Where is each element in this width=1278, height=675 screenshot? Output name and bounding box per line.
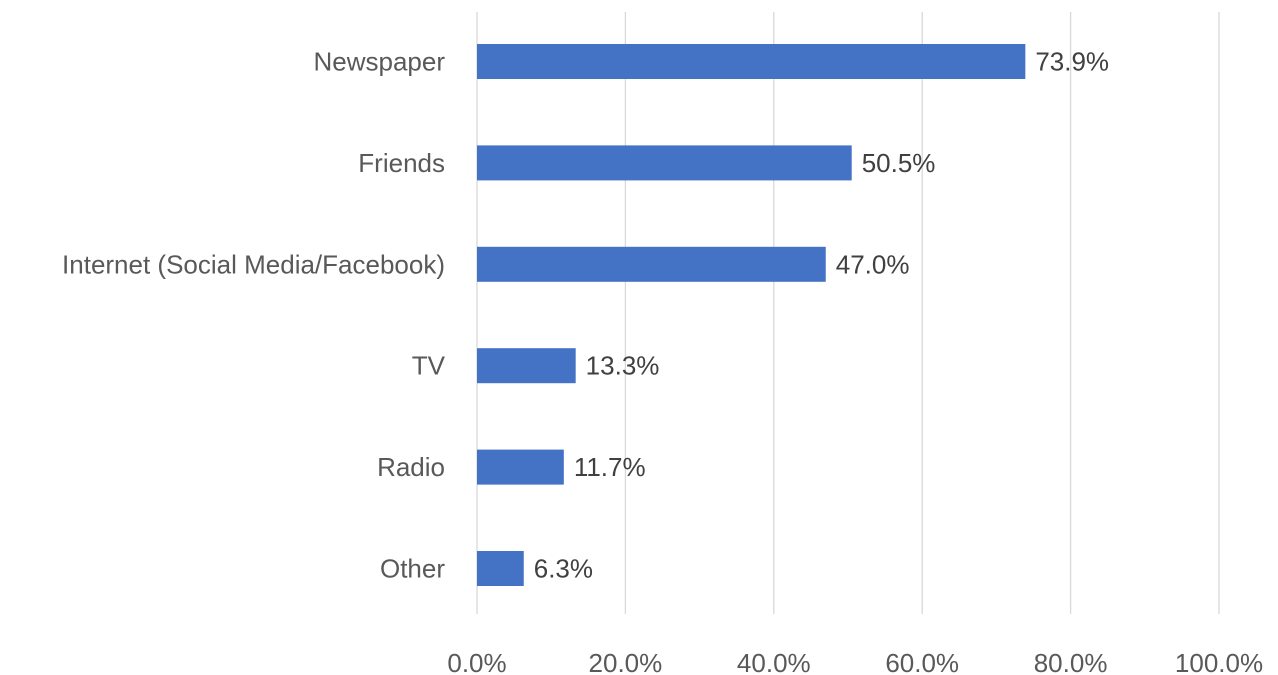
data-label-radio: 11.7% [574,452,646,482]
x-tick-label-40: 40.0% [737,648,811,675]
category-label-tv: TV [412,351,446,381]
category-label-newspaper: Newspaper [313,47,445,77]
gridlines [476,12,1220,614]
data-label-friends: 50.5% [862,148,936,178]
x-tick-label-80: 80.0% [1034,648,1108,675]
x-tick-label-100: 100.0% [1175,648,1263,675]
x-tick-label-20: 20.0% [589,648,663,675]
category-label-internet-social-media-facebook: Internet (Social Media/Facebook) [62,249,445,279]
bar-radio [477,449,564,485]
data-label-internet-social-media-facebook: 47.0% [836,249,910,279]
category-labels: Newspaper Friends Internet (Social Media/F… [62,47,446,584]
category-label-other: Other [380,554,445,584]
bars [477,44,1026,586]
x-tick-label-60: 60.0% [885,648,959,675]
bar-other [477,551,524,586]
data-label-tv: 13.3% [586,351,660,381]
x-tick-label-0: 0.0% [447,648,506,675]
x-axis-tick-labels: 0.0% 20.0% 40.0% 60.0% 80.0% 100.0% [447,648,1263,675]
bar-newspaper [477,44,1026,79]
data-label-newspaper: 73.9% [1035,47,1109,77]
category-label-friends: Friends [358,148,445,178]
bar-internet-social-media-facebook [477,246,826,282]
bar-tv [477,348,576,384]
bar-friends [477,145,852,181]
category-label-radio: Radio [377,452,445,482]
data-label-other: 6.3% [534,554,593,584]
data-labels: 73.9% 50.5% 47.0% 13.3% 11.7% 6.3% [534,47,1109,584]
